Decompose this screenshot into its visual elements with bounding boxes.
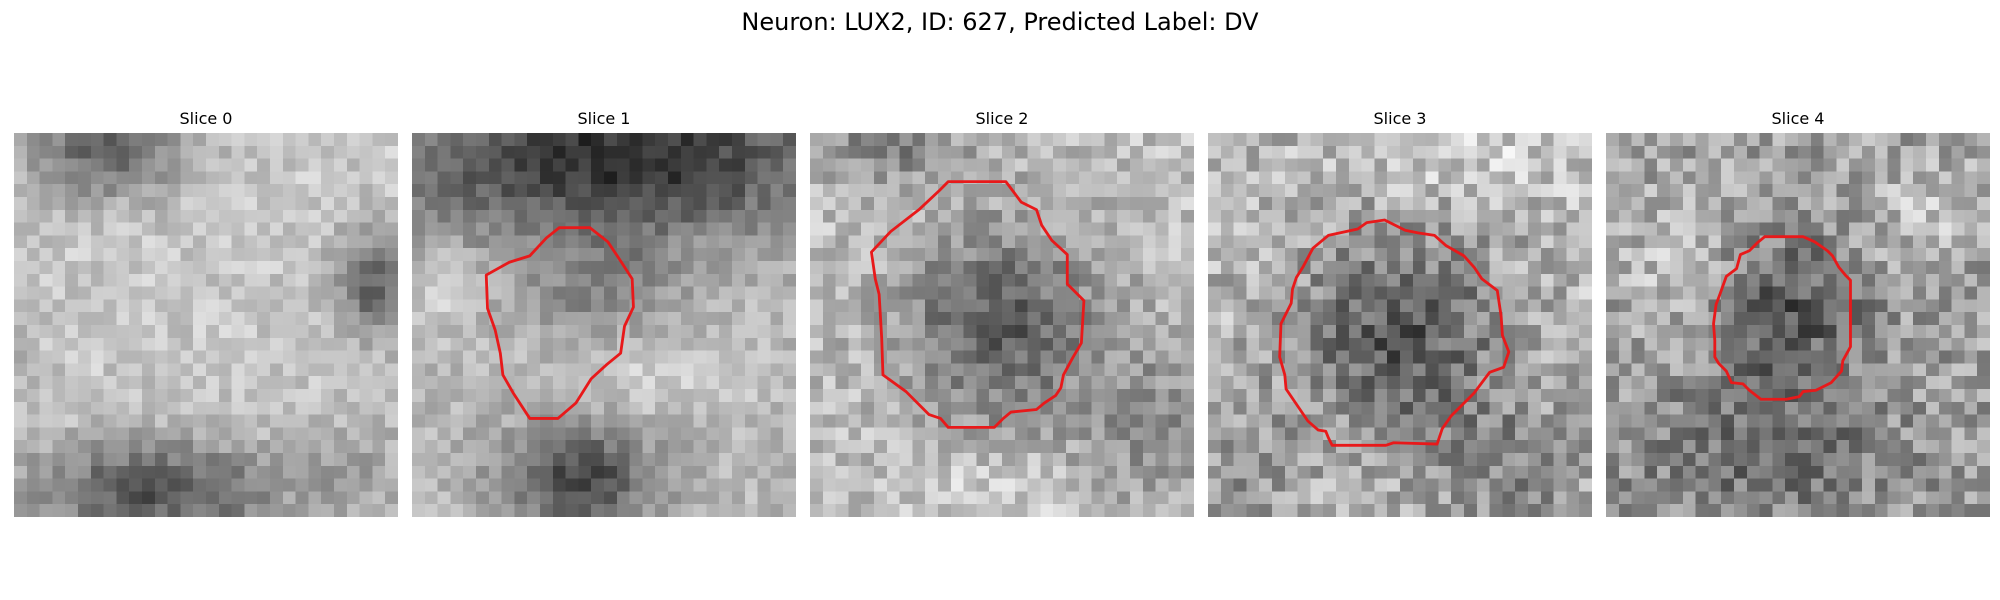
roi-contour: [1278, 218, 1511, 447]
slice-image: [14, 133, 398, 517]
slice-image: [1606, 133, 1990, 517]
slice-image: [1208, 133, 1592, 517]
roi-contour: [1712, 235, 1852, 401]
slice-title: Slice 0: [179, 109, 233, 128]
roi-contour: [870, 180, 1086, 429]
roi-contour: [484, 226, 635, 420]
slice-panel-4: Slice 4: [1606, 108, 1990, 517]
slice-title: Slice 3: [1373, 109, 1427, 128]
slice-title: Slice 2: [975, 109, 1029, 128]
slice-panel-1: Slice 1: [412, 108, 796, 517]
slice-panel-0: Slice 0: [14, 108, 398, 517]
slice-title: Slice 1: [577, 109, 631, 128]
slice-panel-2: Slice 2: [810, 108, 1194, 517]
figure-title: Neuron: LUX2, ID: 627, Predicted Label: …: [741, 8, 1259, 36]
slice-image: [810, 133, 1194, 517]
slice-panel-3: Slice 3: [1208, 108, 1592, 517]
slice-image: [412, 133, 796, 517]
slice-title: Slice 4: [1771, 109, 1825, 128]
